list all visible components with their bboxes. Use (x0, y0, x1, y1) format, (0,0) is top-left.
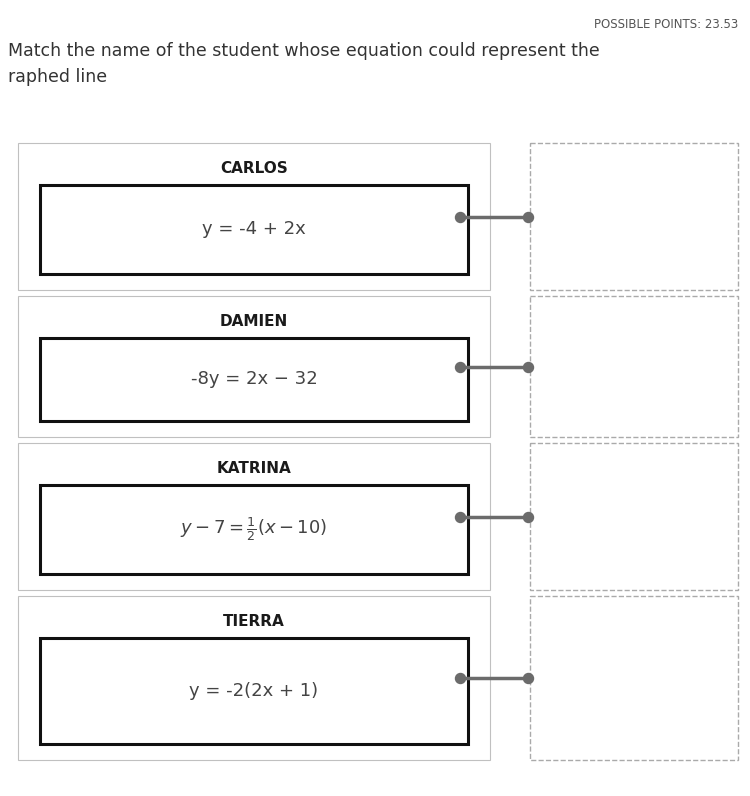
Bar (40, 638, 468, 744)
Bar (18, 296, 490, 437)
Bar (18, 596, 490, 760)
Text: raphed line: raphed line (8, 68, 107, 86)
Point (522, 672, 534, 685)
Bar (40, 185, 468, 274)
Text: y = -2(2x + 1): y = -2(2x + 1) (190, 682, 319, 700)
Point (454, 672, 466, 685)
Text: y = -4 + 2x: y = -4 + 2x (202, 220, 306, 239)
Text: Match the name of the student whose equation could represent the: Match the name of the student whose equa… (8, 42, 600, 60)
Bar (530, 443, 738, 590)
Point (454, 210, 466, 223)
Bar (530, 296, 738, 437)
Bar (18, 443, 490, 590)
Text: -8y = 2x − 32: -8y = 2x − 32 (190, 370, 317, 388)
Bar (530, 143, 738, 290)
Point (522, 510, 534, 523)
Text: CARLOS: CARLOS (220, 161, 288, 176)
Bar (40, 338, 468, 421)
Point (454, 510, 466, 523)
Bar (530, 596, 738, 760)
Point (522, 210, 534, 223)
Point (454, 360, 466, 373)
Text: $y - 7 = \frac{1}{2}(x - 10)$: $y - 7 = \frac{1}{2}(x - 10)$ (181, 516, 328, 544)
Point (522, 360, 534, 373)
Text: DAMIEN: DAMIEN (220, 314, 288, 329)
Bar (18, 143, 490, 290)
Text: TIERRA: TIERRA (224, 614, 285, 629)
Text: KATRINA: KATRINA (217, 461, 291, 476)
Bar (40, 485, 468, 574)
Text: POSSIBLE POINTS: 23.53: POSSIBLE POINTS: 23.53 (594, 18, 738, 31)
